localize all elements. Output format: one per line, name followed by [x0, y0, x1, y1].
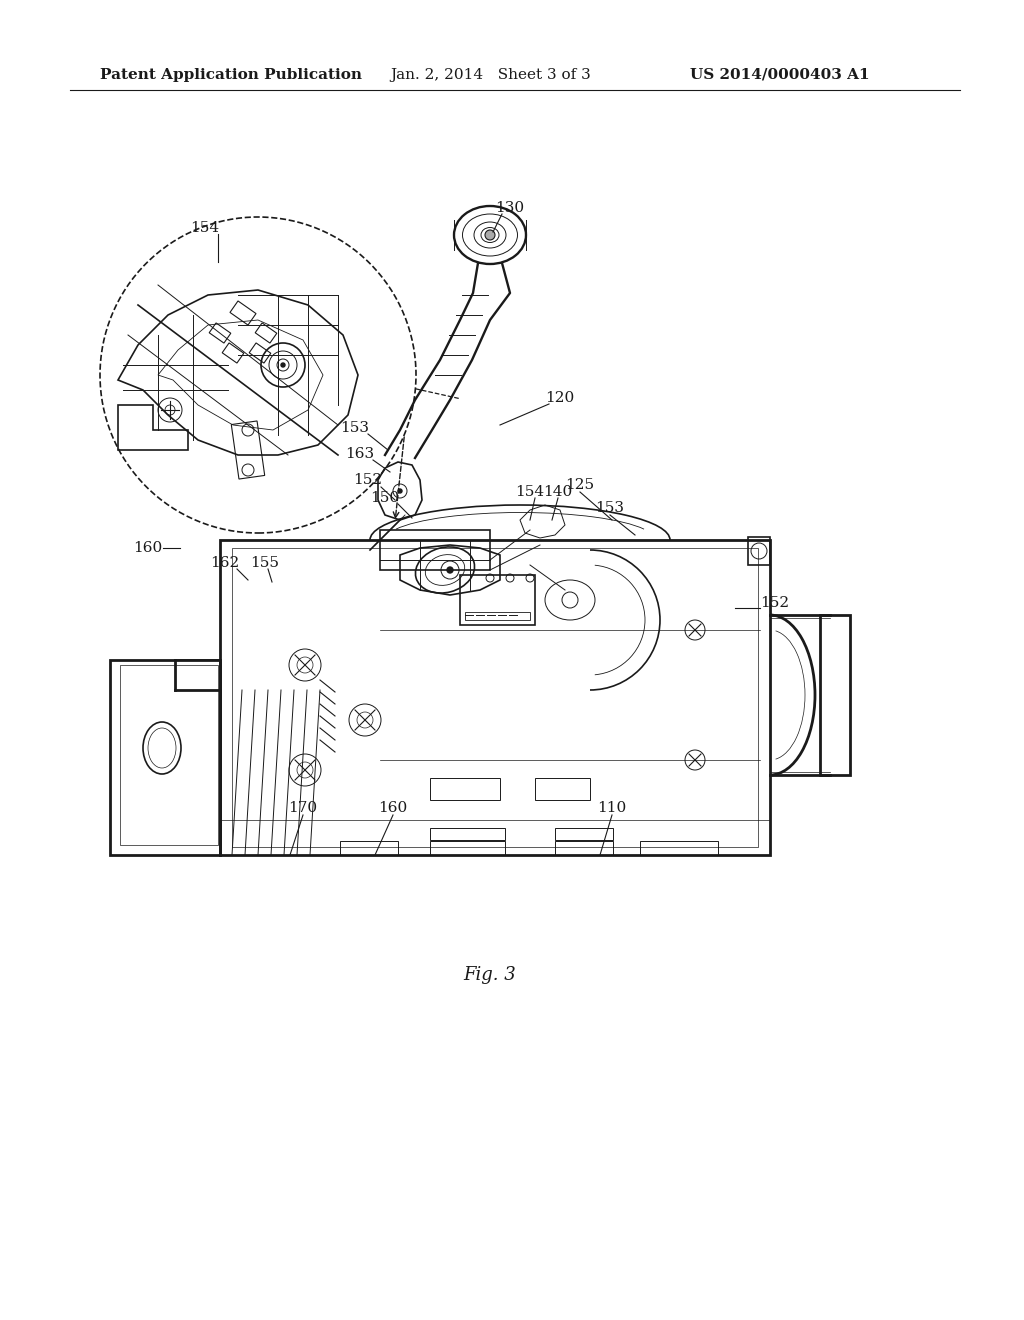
Circle shape	[447, 568, 453, 573]
Text: 162: 162	[210, 556, 240, 570]
Text: 154: 154	[515, 484, 545, 499]
Bar	[820, 615, 850, 775]
Text: 130: 130	[496, 201, 524, 215]
Text: 150: 150	[371, 491, 399, 506]
Text: Fig. 3: Fig. 3	[464, 966, 516, 983]
Text: 154: 154	[190, 220, 219, 235]
Text: 160: 160	[133, 541, 163, 554]
Text: US 2014/0000403 A1: US 2014/0000403 A1	[690, 69, 869, 82]
Bar	[555, 828, 613, 840]
Text: 163: 163	[345, 447, 375, 461]
Bar	[430, 841, 505, 855]
Text: 110: 110	[597, 801, 627, 814]
Bar	[380, 531, 490, 570]
Bar	[640, 841, 718, 855]
Bar	[748, 537, 770, 565]
Bar	[430, 777, 500, 800]
Text: 152: 152	[353, 473, 383, 487]
Circle shape	[398, 488, 402, 492]
Text: 140: 140	[544, 484, 572, 499]
Bar	[220, 540, 770, 855]
Text: 153: 153	[341, 421, 370, 436]
Text: Jan. 2, 2014   Sheet 3 of 3: Jan. 2, 2014 Sheet 3 of 3	[390, 69, 591, 82]
Bar	[232, 548, 758, 847]
Text: 170: 170	[289, 801, 317, 814]
Text: 153: 153	[596, 502, 625, 515]
Bar	[465, 612, 530, 620]
Bar	[460, 576, 535, 624]
Text: 152: 152	[760, 597, 790, 610]
Bar	[535, 777, 590, 800]
Text: 120: 120	[546, 391, 574, 405]
Circle shape	[281, 363, 285, 367]
Bar	[110, 660, 220, 855]
Text: Patent Application Publication: Patent Application Publication	[100, 69, 362, 82]
Bar	[555, 841, 613, 855]
Bar	[340, 841, 398, 855]
Bar	[430, 828, 505, 840]
Text: 125: 125	[565, 478, 595, 492]
Bar	[120, 665, 218, 845]
Text: 160: 160	[379, 801, 408, 814]
Text: 155: 155	[251, 556, 280, 570]
Circle shape	[485, 230, 495, 240]
